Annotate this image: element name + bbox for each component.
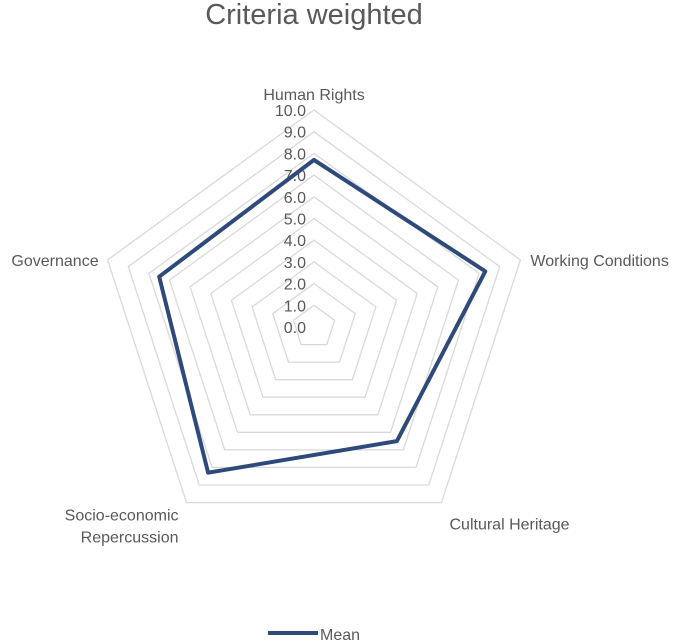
axis-label-line: Human Rights xyxy=(263,87,364,104)
tick-label: 1.0 xyxy=(284,298,306,315)
grid-ring xyxy=(292,304,336,346)
radial-tick-labels: 0.01.02.03.04.05.06.07.08.09.010.0 xyxy=(275,103,306,337)
grid-ring xyxy=(230,239,398,398)
tick-label: 6.0 xyxy=(284,190,306,207)
tick-label: 10.0 xyxy=(275,103,306,120)
series-line-mean xyxy=(157,157,488,475)
axis-label-line: Governance xyxy=(11,253,98,270)
tick-label: 4.0 xyxy=(284,233,306,250)
axis-label-line: Working Conditions xyxy=(530,253,668,270)
tick-label: 0.0 xyxy=(284,320,306,337)
axis-label-line: Cultural Heritage xyxy=(450,517,570,534)
axis-label: Governance xyxy=(11,253,98,270)
series-layer xyxy=(157,157,488,475)
axis-label: Socio-economic Repercussion xyxy=(65,508,179,547)
grid-ring xyxy=(189,195,439,433)
legend-label-mean: Mean xyxy=(320,627,360,642)
tick-label: 3.0 xyxy=(284,255,306,272)
grid-ring xyxy=(148,152,480,469)
axis-label-line: Socio-economic xyxy=(65,508,179,525)
grid-ring xyxy=(271,282,357,363)
axis-label: Cultural Heritage xyxy=(450,517,570,534)
tick-label: 8.0 xyxy=(284,146,306,163)
axis-label: Human Rights xyxy=(263,87,364,104)
grid-ring xyxy=(106,109,522,504)
chart-title: Criteria weighted xyxy=(205,0,423,31)
grid-ring xyxy=(251,261,377,381)
axis-label: Working Conditions xyxy=(530,253,668,270)
radar-grid xyxy=(106,109,522,504)
grid-ring xyxy=(168,174,460,451)
tick-label: 9.0 xyxy=(284,125,306,142)
grid-ring xyxy=(210,217,418,416)
axis-label-line: Repercussion xyxy=(81,530,179,547)
tick-label: 2.0 xyxy=(284,277,306,294)
grid-ring xyxy=(127,130,501,486)
tick-label: 5.0 xyxy=(284,212,306,229)
axis-labels: Human Rights Working Conditions Cultural H… xyxy=(11,87,668,547)
legend: Mean xyxy=(268,627,360,642)
